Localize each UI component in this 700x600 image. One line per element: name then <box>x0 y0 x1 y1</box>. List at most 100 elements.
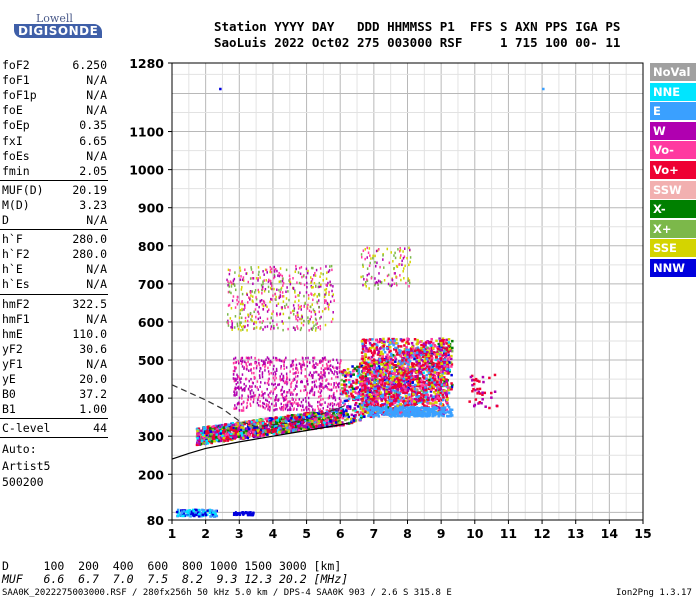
echo-point <box>256 428 259 431</box>
echo-point <box>438 362 442 365</box>
echo-point <box>311 389 313 393</box>
echo-point <box>307 414 311 418</box>
echo-point <box>394 415 397 418</box>
echo-point <box>267 408 269 411</box>
echo-point <box>396 405 399 408</box>
echo-point <box>262 401 264 405</box>
echo-point <box>344 392 348 395</box>
echo-point <box>325 379 327 382</box>
echo-point <box>242 406 245 409</box>
echo-point <box>442 346 445 349</box>
echo-point <box>325 409 329 412</box>
echo-point <box>396 411 400 415</box>
echo-point <box>297 424 301 428</box>
echo-point <box>401 359 404 362</box>
echo-point <box>247 395 250 399</box>
echo-point <box>255 361 258 364</box>
echo-point <box>227 427 230 430</box>
echo-point <box>249 385 251 388</box>
echo-point <box>347 415 351 419</box>
echo-point <box>227 431 231 435</box>
echo-point <box>271 421 275 425</box>
echo-point <box>382 373 386 376</box>
echo-point <box>376 384 380 388</box>
echo-point <box>303 362 305 365</box>
echo-point <box>240 359 242 363</box>
echo-point <box>361 399 364 402</box>
echo-point <box>321 386 324 389</box>
echo-point <box>403 370 407 373</box>
echo-point <box>295 398 297 402</box>
echo-point <box>275 357 278 360</box>
echo-point <box>331 370 333 374</box>
echo-point <box>352 381 355 384</box>
echo-point <box>435 412 438 416</box>
echo-point <box>363 404 367 407</box>
echo-point <box>241 388 243 392</box>
echo-point <box>361 375 364 378</box>
echo-point <box>438 345 441 348</box>
echo-point <box>425 357 429 361</box>
echo-point <box>417 414 421 417</box>
param-value: 110.0 <box>72 326 107 341</box>
echo-point <box>377 361 381 365</box>
echo-point <box>248 369 250 372</box>
echo-point <box>300 380 302 384</box>
echo-point <box>254 362 257 365</box>
echo-point <box>398 414 401 418</box>
echo-point <box>422 406 426 410</box>
echo-point <box>358 418 362 421</box>
echo-point <box>327 402 330 406</box>
echo-point <box>267 431 271 435</box>
echo-point <box>207 431 210 434</box>
echo-point <box>311 405 313 408</box>
echo-point <box>394 357 398 361</box>
echo-point <box>340 378 344 382</box>
echo-point <box>422 371 426 375</box>
echo-point <box>275 427 278 431</box>
echo-point <box>209 427 212 430</box>
echo-point <box>430 354 433 357</box>
echo-point <box>427 396 430 400</box>
echo-point <box>364 386 367 389</box>
echo-point <box>266 433 269 436</box>
echo-point <box>283 430 287 433</box>
echo-point <box>438 367 441 371</box>
echo-point <box>419 379 423 382</box>
echo-point <box>253 426 256 429</box>
echo-point <box>332 386 335 389</box>
echo-point <box>234 388 237 391</box>
echo-point <box>346 367 350 371</box>
echo-point <box>434 383 438 387</box>
param-value: N/A <box>86 103 107 118</box>
echo-point <box>339 389 342 392</box>
echo-point <box>286 404 289 407</box>
echo-point <box>353 387 357 391</box>
y-tick-label: 80 <box>147 513 165 528</box>
echo-point <box>381 355 385 358</box>
echo-point <box>320 394 322 398</box>
echo-point <box>421 401 424 404</box>
echo-point <box>363 384 367 387</box>
echo-point <box>234 386 237 389</box>
echo-point <box>383 403 387 406</box>
echo-point <box>428 378 431 382</box>
echo-point <box>242 409 245 412</box>
echo-point <box>373 405 377 408</box>
echo-point <box>280 359 283 363</box>
echo-point <box>384 399 388 403</box>
echo-point <box>314 408 316 412</box>
echo-point <box>361 394 365 397</box>
echo-point <box>390 381 393 384</box>
param-fmin: fmin 2.05 <box>2 164 107 179</box>
y-tick-label: 200 <box>138 467 164 482</box>
echo-point <box>411 389 414 393</box>
param-value: 322.5 <box>72 296 107 311</box>
echo-point <box>379 405 383 409</box>
echo-point <box>364 372 368 376</box>
echo-point <box>344 374 347 377</box>
echo-point <box>274 424 278 427</box>
echo-point <box>312 425 315 428</box>
echo-point <box>376 382 380 386</box>
echo-point <box>425 405 428 408</box>
